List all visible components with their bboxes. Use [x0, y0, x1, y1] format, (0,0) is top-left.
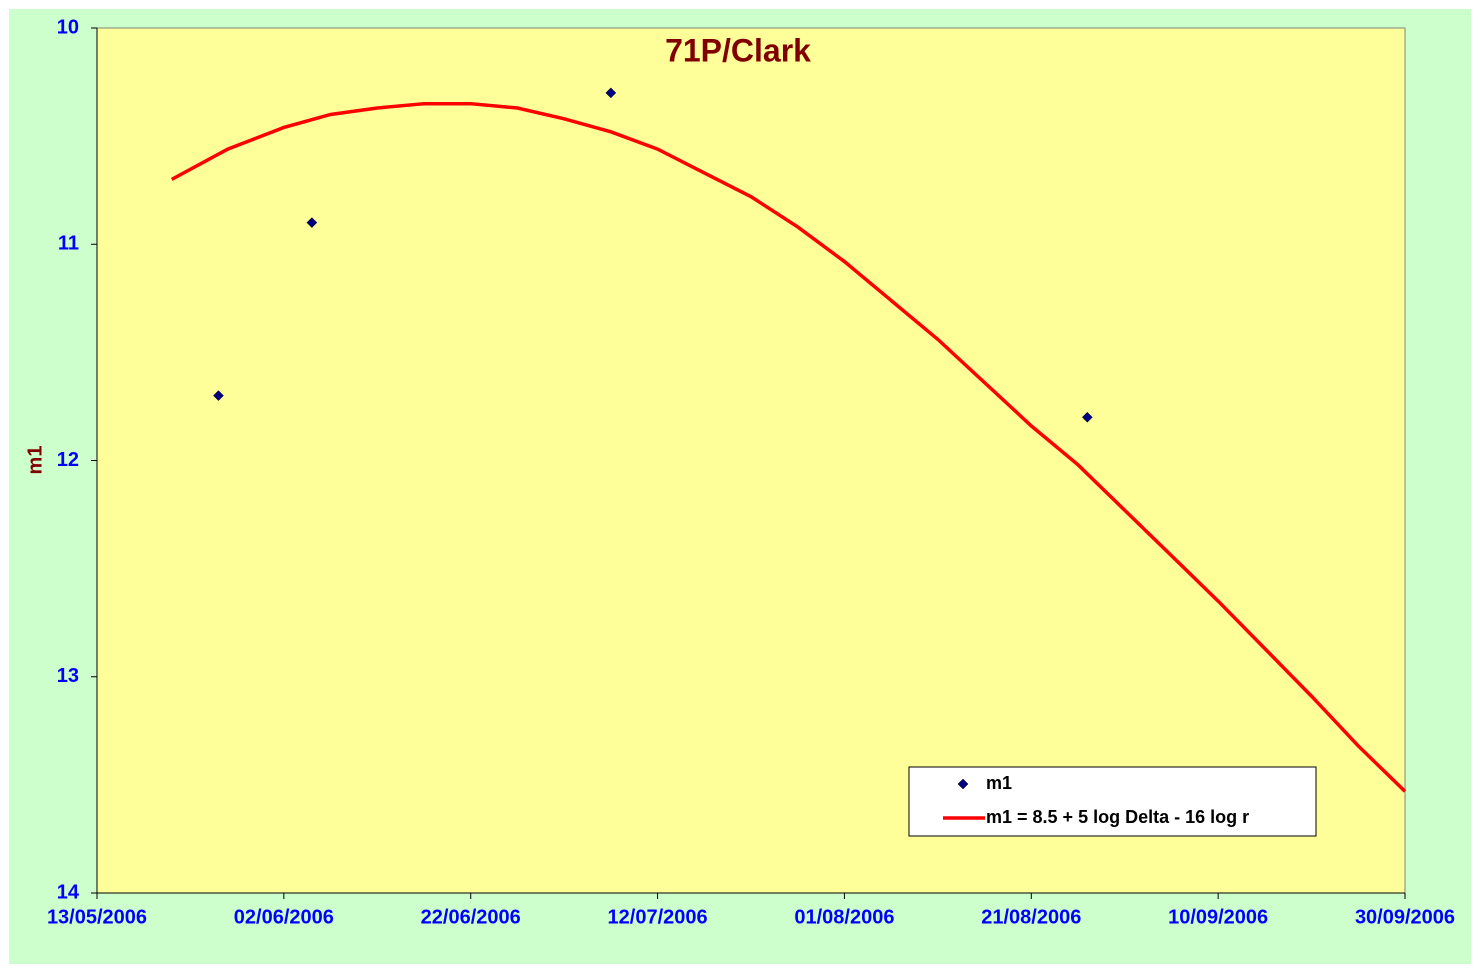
data-point	[213, 390, 224, 401]
x-tick-label: 10/09/2006	[1168, 906, 1268, 928]
chart-title: 71P/Clark	[665, 32, 811, 68]
data-point	[306, 217, 318, 228]
legend-label: m1 = 8.5 + 5 log Delta - 16 log r	[986, 807, 1249, 827]
legend-marker	[957, 778, 969, 790]
legend	[908, 766, 1317, 837]
legend-label: m1	[986, 773, 1012, 793]
y-tick-label: 12	[57, 449, 79, 471]
x-tick-label: 30/09/2006	[1355, 906, 1455, 928]
data-point	[605, 87, 617, 99]
x-tick-label: 13/05/2006	[47, 906, 147, 928]
y-tick-label: 10	[57, 16, 79, 38]
plot-area	[96, 27, 1406, 894]
data-point	[1081, 411, 1093, 423]
x-tick-label: 22/06/2006	[421, 906, 521, 928]
y-tick-label: 14	[57, 881, 80, 903]
x-tick-label: 02/06/2006	[234, 906, 334, 928]
model-line	[170, 101, 1407, 793]
y-tick-label: 13	[57, 665, 79, 687]
x-tick-label: 12/07/2006	[608, 906, 708, 928]
x-tick-label: 01/08/2006	[794, 906, 894, 928]
y-axis-label: m1	[24, 446, 46, 475]
y-tick-label: 11	[58, 233, 79, 255]
x-tick-label: 21/08/2006	[981, 906, 1081, 928]
